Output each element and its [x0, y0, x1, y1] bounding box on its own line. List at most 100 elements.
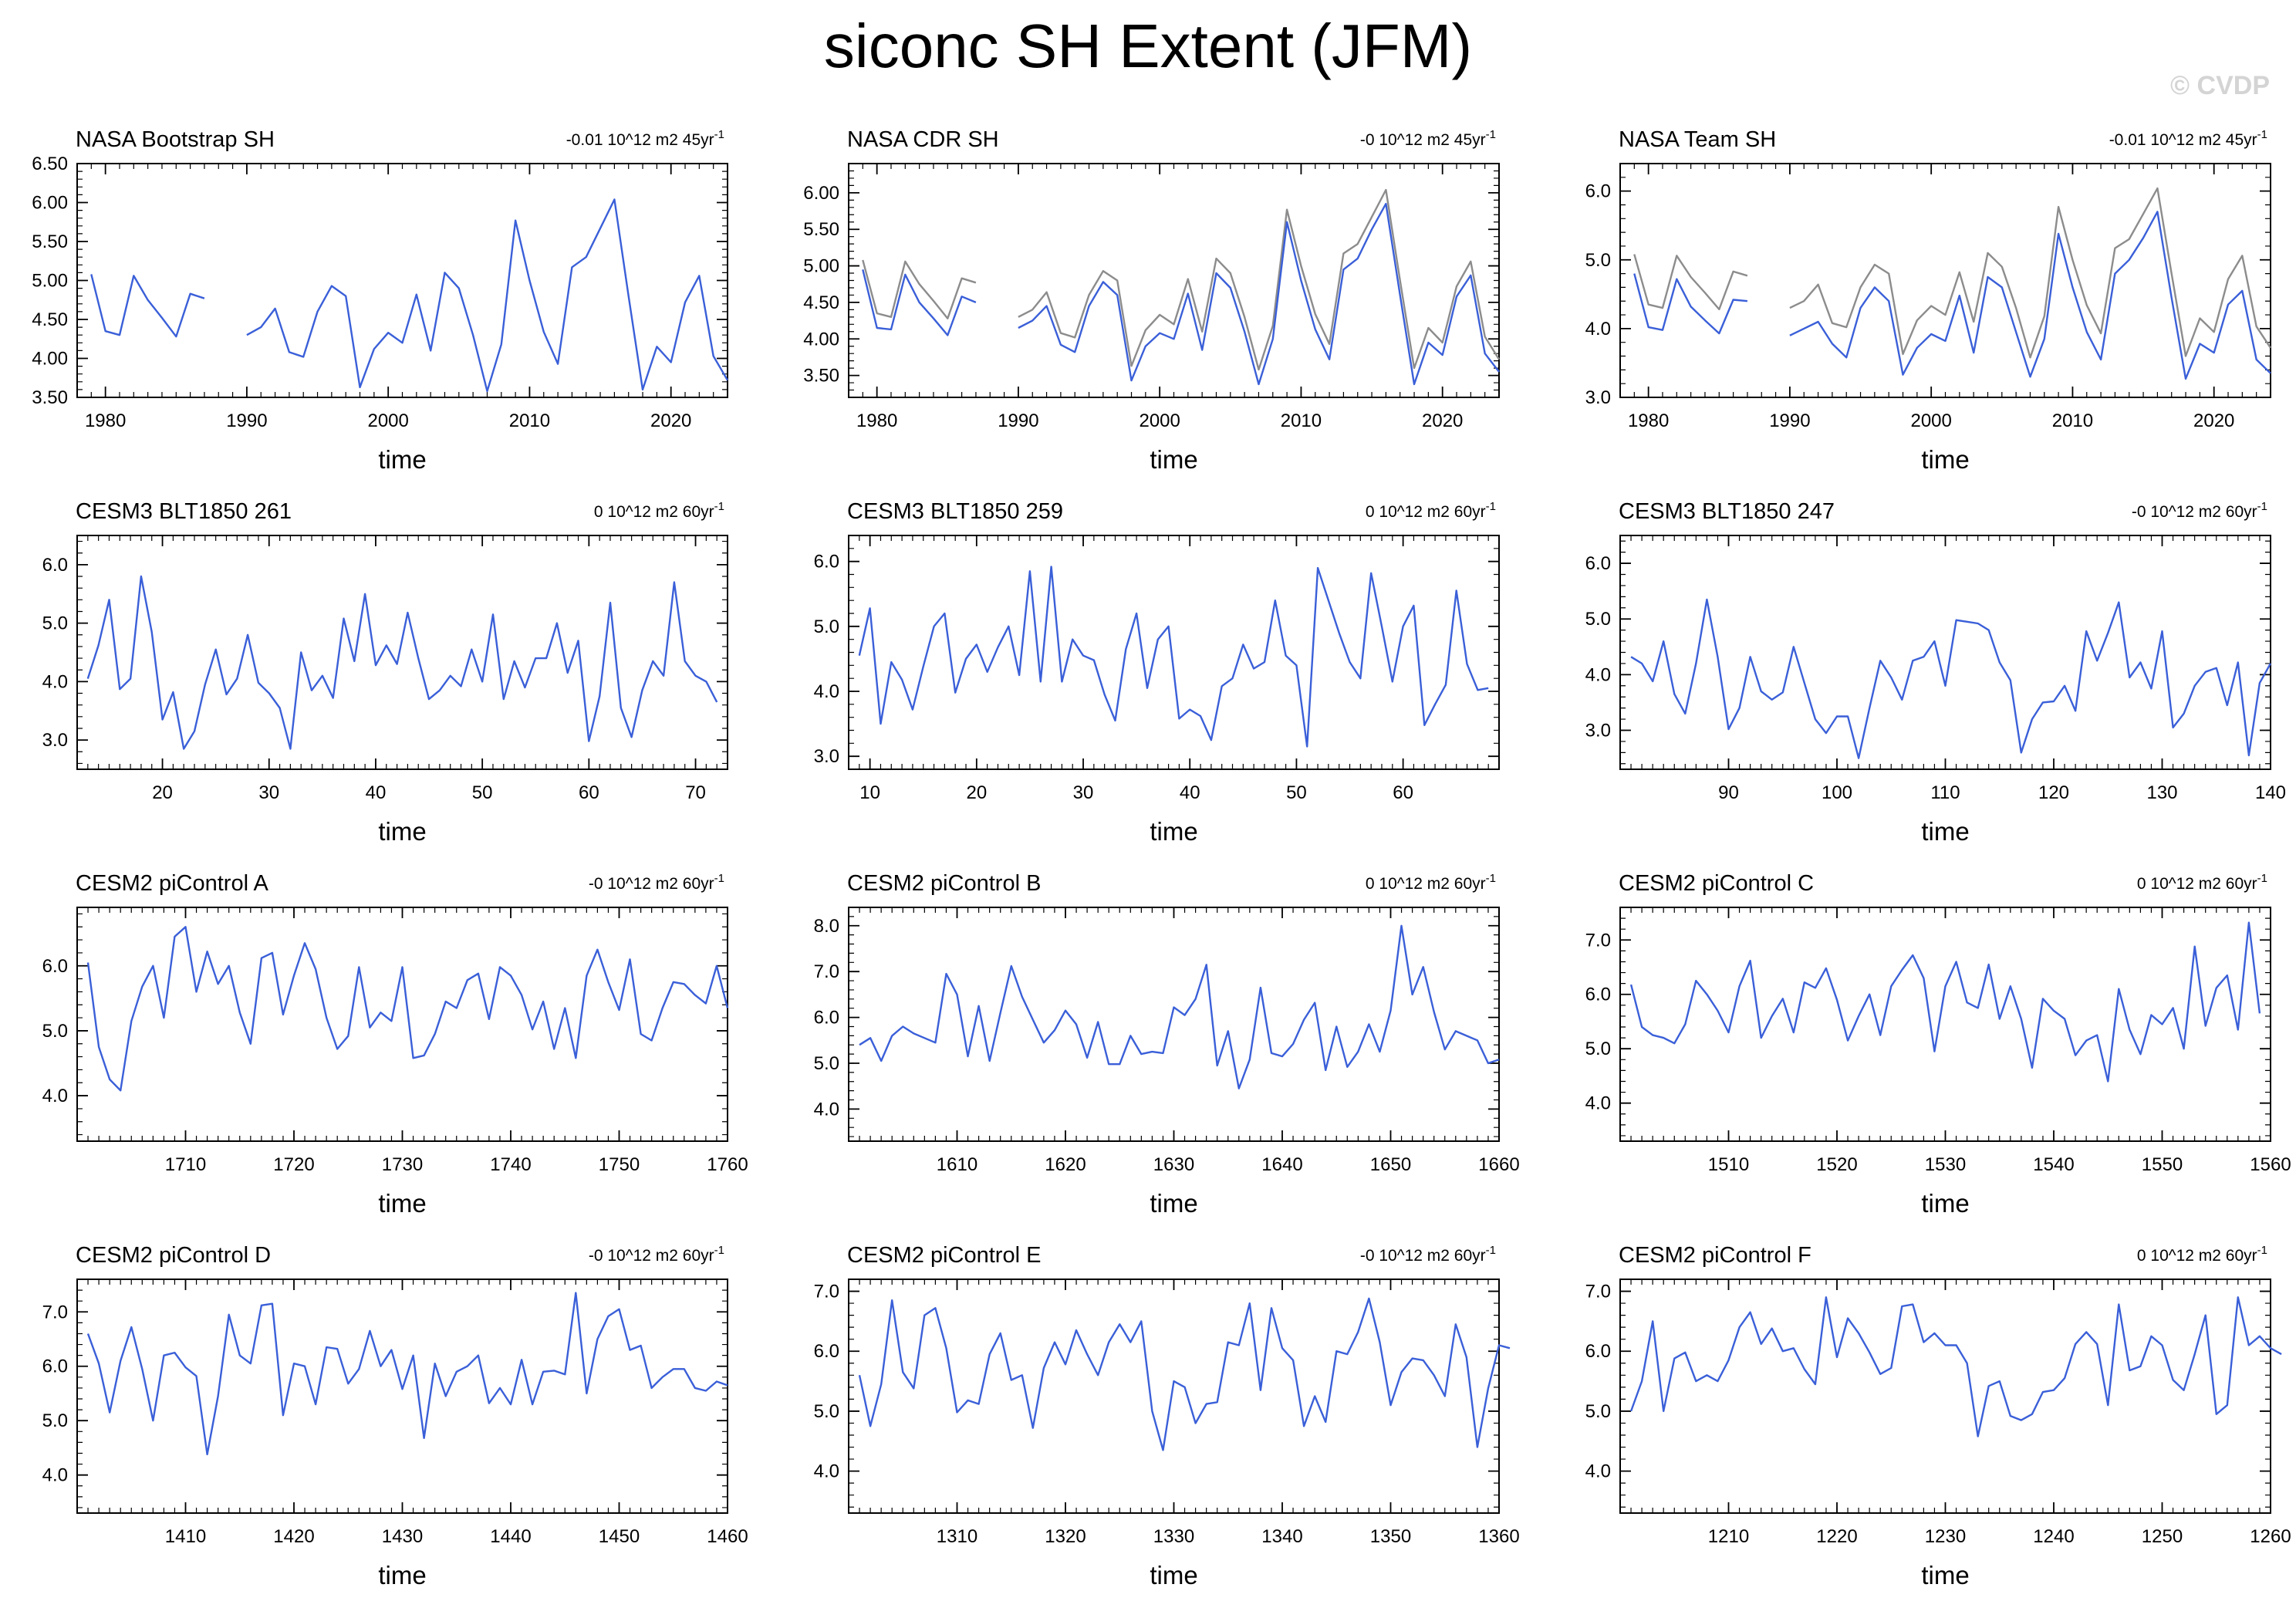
x-tick-label: 2020 — [2193, 410, 2234, 431]
y-tick-label: 3.0 — [1585, 721, 1611, 741]
x-tick-label: 1210 — [1708, 1526, 1749, 1547]
x-tick-label: 90 — [1718, 782, 1739, 803]
x-axis-label: time — [1150, 817, 1197, 846]
trend-label: -0.01 10^12 m2 45yr-1 — [566, 128, 724, 149]
x-minor-ticks — [848, 164, 1500, 397]
x-minor-ticks — [1619, 907, 2271, 1141]
panel-title: CESM2 piControl D — [76, 1243, 271, 1268]
y-tick-label: 5.50 — [803, 219, 839, 240]
y-tick-label: 4.0 — [42, 671, 68, 692]
x-tick-label: 1360 — [1478, 1526, 1519, 1547]
series-line-cesm3-blt1850-247 — [1630, 598, 2272, 759]
x-tick-label: 2020 — [650, 410, 691, 431]
x-minor-ticks — [1619, 164, 2271, 397]
trend-label: 0 10^12 m2 60yr-1 — [1366, 500, 1496, 521]
x-axis-label: time — [1150, 445, 1197, 474]
trend-label: 0 10^12 m2 60yr-1 — [2137, 872, 2267, 893]
x-tick-label: 40 — [366, 782, 387, 803]
y-tick-label: 5.0 — [1585, 1401, 1611, 1422]
x-tick-label: 1650 — [1370, 1154, 1411, 1175]
panel-title: CESM2 piControl C — [1619, 871, 1814, 896]
y-tick-label: 4.00 — [803, 329, 839, 350]
plot-frame — [848, 907, 1500, 1142]
y-tick-label: 4.0 — [814, 1099, 839, 1120]
x-axis-label: time — [378, 817, 426, 846]
x-tick-label: 2010 — [2052, 410, 2093, 431]
x-tick-label: 70 — [685, 782, 706, 803]
panel-nasa-cdr-sh: 1980 1990 2000 2010 2020 3.50 4.00 4.50 5.00 5.50… — [803, 127, 1501, 474]
y-tick-label: 6.0 — [814, 552, 839, 573]
x-tick-label: 1560 — [2250, 1154, 2291, 1175]
panel-cesm2-picontrol-d: 1410 1420 1430 1440 1450 1460 4.0 5.0 6.0 7.0 CESM… — [42, 1243, 748, 1589]
x-tick-label: 1410 — [165, 1526, 206, 1547]
y-tick-label: 3.50 — [32, 387, 68, 408]
x-tick-label: 120 — [2038, 782, 2069, 803]
y-tick-label: 6.50 — [32, 154, 68, 174]
series-line-cesm2-picontrol-d — [86, 1292, 728, 1456]
x-axis-label: time — [1921, 1561, 1969, 1589]
x-tick-label: 1750 — [599, 1154, 640, 1175]
y-tick-label: 6.0 — [1585, 1341, 1611, 1362]
plot-frame — [76, 1279, 728, 1514]
y-tick-label: 7.0 — [814, 961, 839, 982]
x-tick-label: 100 — [1822, 782, 1852, 803]
y-tick-label: 5.0 — [42, 1021, 68, 1042]
y-tick-label: 4.0 — [814, 681, 839, 702]
plot-frame — [848, 163, 1500, 398]
y-tick-label: 6.0 — [42, 555, 68, 576]
y-tick-label: 8.0 — [814, 916, 839, 937]
x-tick-label: 1440 — [490, 1526, 531, 1547]
x-tick-label: 2000 — [367, 410, 408, 431]
trend-label: 0 10^12 m2 60yr-1 — [1366, 872, 1496, 893]
y-minor-ticks — [849, 907, 1499, 1137]
y-tick-label: 5.0 — [1585, 609, 1611, 630]
x-tick-label: 1730 — [382, 1154, 423, 1175]
panel-cesm2-picontrol-b: 1610 1620 1630 1640 1650 1660 4.0 5.0 6.0 7.0 8.0 C… — [814, 871, 1520, 1218]
trend-label: -0 10^12 m2 45yr-1 — [1360, 128, 1496, 149]
series-line-cesm2-picontrol-f — [1629, 1296, 2282, 1437]
panel-cesm2-picontrol-c: 1510 1520 1530 1540 1550 1560 4.0 5.0 6.0 7.0 CESM… — [1585, 871, 2291, 1218]
y-tick-label: 4.0 — [42, 1465, 68, 1486]
x-tick-label: 130 — [2146, 782, 2177, 803]
copyright-watermark: © CVDP — [2170, 71, 2270, 100]
trend-label: 0 10^12 m2 60yr-1 — [594, 500, 724, 521]
plot-frame — [848, 1279, 1500, 1514]
x-minor-ticks — [1619, 1279, 2271, 1513]
x-tick-label: 1320 — [1045, 1526, 1086, 1547]
panel-cesm2-picontrol-e: 1310 1320 1330 1340 1350 1360 4.0 5.0 6.0 7.0 CESM… — [814, 1243, 1520, 1589]
x-tick-label: 1550 — [2142, 1154, 2183, 1175]
y-tick-label: 4.0 — [1585, 664, 1611, 685]
x-axis-label: time — [1921, 817, 1969, 846]
x-tick-label: 140 — [2255, 782, 2286, 803]
y-tick-label: 6.0 — [1585, 553, 1611, 574]
y-tick-label: 5.0 — [42, 1410, 68, 1431]
y-tick-label: 7.0 — [1585, 1282, 1611, 1302]
x-tick-label: 1760 — [707, 1154, 748, 1175]
y-tick-label: 5.0 — [1585, 1039, 1611, 1059]
x-tick-label: 1510 — [1708, 1154, 1749, 1175]
x-minor-ticks — [848, 1279, 1500, 1513]
x-tick-label: 2000 — [1910, 410, 1951, 431]
x-tick-label: 1620 — [1045, 1154, 1086, 1175]
panel-nasa-team-sh: 1980 1990 2000 2010 2020 3.0 4.0 5.0 6.0 NASA Tea… — [1585, 127, 2272, 474]
series-line-cesm3-blt1850-261 — [86, 575, 718, 750]
x-tick-label: 1310 — [937, 1526, 977, 1547]
x-tick-label: 110 — [1930, 782, 1960, 803]
y-tick-label: 5.0 — [1585, 250, 1611, 271]
panel-title: NASA Team SH — [1619, 127, 1776, 152]
y-minor-ticks — [77, 163, 728, 398]
x-minor-ticks — [76, 164, 728, 397]
series-line-cesm2-picontrol-c — [1629, 921, 2261, 1083]
y-tick-label: 4.0 — [1585, 1461, 1611, 1482]
series-line-cesm2-picontrol-b — [859, 924, 1500, 1089]
y-tick-label: 5.0 — [814, 1053, 839, 1074]
x-tick-label: 1520 — [1816, 1154, 1857, 1175]
x-tick-label: 50 — [1286, 782, 1307, 803]
x-minor-ticks — [76, 1279, 728, 1513]
y-minor-ticks — [849, 1279, 1499, 1508]
x-tick-label: 40 — [1180, 782, 1200, 803]
plot-frame — [1619, 1279, 2271, 1514]
y-tick-label: 4.0 — [814, 1461, 839, 1482]
x-tick-label: 1430 — [382, 1526, 423, 1547]
